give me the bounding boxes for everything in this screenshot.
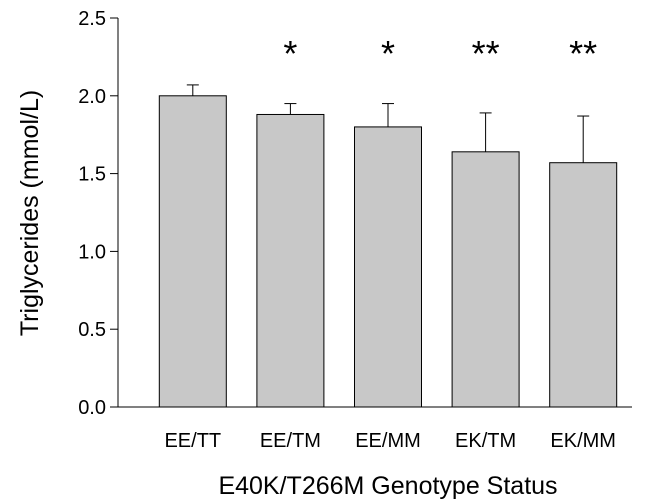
axes-layer [117,18,632,408]
category-label: EK/MM [550,430,616,452]
significance-marker: ** [569,33,597,74]
bar-EK/MM [549,162,618,408]
significance-marker: ** [472,33,500,74]
y-tick-label: 0.5 [78,319,106,341]
y-tick-label: 1.0 [78,241,106,263]
category-label: EE/MM [355,430,421,452]
y-tick-label: 2.0 [78,86,106,108]
bar-EE/MM [354,126,422,408]
y-tick-label: 1.5 [78,164,106,186]
significance-marker: * [283,33,297,74]
bar-EE/TM [256,113,325,408]
y-ticks-layer: 0.0 0.5 1.0 1.5 2.0 2.5 [78,8,118,419]
category-label: EE/TM [260,430,321,452]
significance-layer: * * ** ** [283,33,597,74]
significance-marker: * [381,33,395,74]
bars-layer [158,95,618,408]
bar-EK/TM [451,151,520,408]
y-tick-label: 2.5 [78,8,106,30]
x-categories-layer: EE/TT EE/TM EE/MM EK/TM EK/MM [164,430,616,452]
y-axis-title: Triglycerides (mmol/L) [16,90,44,336]
bar-EE/TT [158,95,227,408]
y-tick-label: 0.0 [78,397,106,419]
x-axis-title: E40K/T266M Genotype Status [218,472,557,500]
error-bars-layer [186,84,590,163]
category-label: EE/TT [164,430,221,452]
category-label: EK/TM [455,430,516,452]
